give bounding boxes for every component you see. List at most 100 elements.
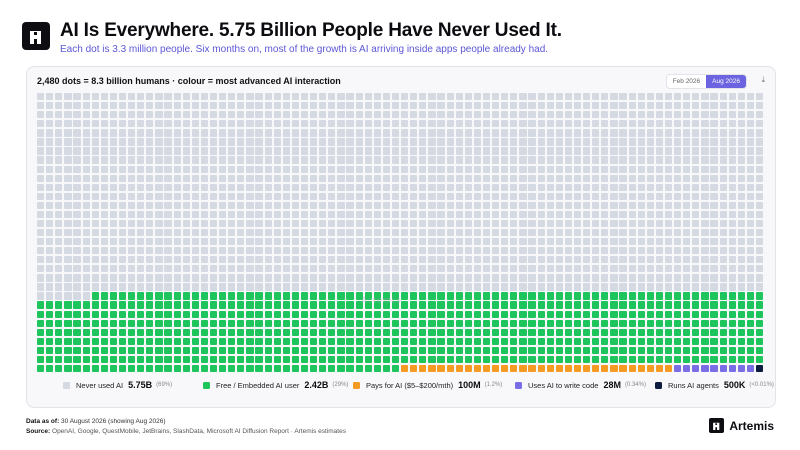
waffle-dot-free-embedded-ai-user [173,328,181,336]
waffle-dot-never-used-ai [219,201,227,210]
waffle-dot-free-embedded-ai-user [73,328,81,336]
waffle-dot-free-embedded-ai-user [319,319,327,327]
waffle-dot-never-used-ai [37,183,45,191]
waffle-dot-never-used-ai [437,201,445,210]
waffle-dot-free-embedded-ai-user [109,346,118,355]
waffle-dot-free-embedded-ai-user [583,355,591,364]
download-icon[interactable]: ⤓ [761,75,765,84]
waffle-dot-uses-ai-to-write-code [719,364,727,373]
waffle-dot-never-used-ai [428,265,436,273]
waffle-dot-free-embedded-ai-user [346,310,354,318]
waffle-dot-never-used-ai [182,219,190,228]
waffle-dot-never-used-ai [719,183,727,191]
waffle-dot-free-embedded-ai-user [73,301,81,309]
waffle-dot-free-embedded-ai-user [510,337,518,345]
waffle-dot-never-used-ai [464,201,472,210]
waffle-dot-never-used-ai [364,274,372,282]
waffle-dot-free-embedded-ai-user [246,328,254,336]
waffle-dot-free-embedded-ai-user [291,346,300,355]
legend: Never used AI 5.75B (69%) Free / Embedded A… [63,380,774,396]
waffle-dot-never-used-ai [219,192,227,200]
waffle-dot-never-used-ai [737,183,745,191]
waffle-dot-free-embedded-ai-user [91,292,99,300]
waffle-dot-never-used-ai [282,256,290,264]
waffle-dot-free-embedded-ai-user [446,292,454,300]
waffle-dot-free-embedded-ai-user [264,346,272,355]
waffle-dot-free-embedded-ai-user [737,310,745,318]
waffle-dot-free-embedded-ai-user [755,355,764,364]
waffle-dot-free-embedded-ai-user [446,301,454,309]
waffle-dot-never-used-ai [55,201,63,210]
waffle-dot-never-used-ai [191,283,199,291]
waffle-dot-free-embedded-ai-user [137,364,145,373]
legend-value: 5.75B [128,380,153,390]
waffle-dot-never-used-ai [628,265,636,273]
waffle-dot-never-used-ai [373,156,381,164]
legend-item: Free / Embedded AI user 2.42B (29%) [203,380,348,390]
waffle-dot-free-embedded-ai-user [564,328,573,336]
waffle-dot-free-embedded-ai-user [282,310,290,318]
waffle-dot-free-embedded-ai-user [619,319,627,327]
waffle-dot-never-used-ai [692,210,700,219]
waffle-dot-free-embedded-ai-user [464,355,472,364]
waffle-dot-never-used-ai [109,147,118,155]
waffle-dot-never-used-ai [710,102,718,110]
waffle-dot-never-used-ai [391,120,400,128]
waffle-dot-free-embedded-ai-user [583,328,591,336]
waffle-dot-never-used-ai [492,192,500,200]
waffle-dot-free-embedded-ai-user [219,337,227,345]
waffle-dot-free-embedded-ai-user [501,337,509,345]
waffle-dot-never-used-ai [273,192,281,200]
waffle-dot-never-used-ai [346,174,354,182]
waffle-dot-never-used-ai [592,210,600,219]
waffle-dot-free-embedded-ai-user [473,310,482,318]
waffle-dot-never-used-ai [73,165,81,173]
waffle-dot-never-used-ai [209,120,218,128]
data-as-of-value: 30 August 2026 (showing Aug 2026) [61,418,166,425]
waffle-dot-never-used-ai [100,165,108,173]
waffle-dot-never-used-ai [209,93,218,101]
waffle-dot-never-used-ai [482,111,491,119]
waffle-dot-never-used-ai [437,147,445,155]
waffle-dot-never-used-ai [137,201,145,210]
waffle-dot-free-embedded-ai-user [219,292,227,300]
waffle-dot-never-used-ai [219,147,227,155]
waffle-dot-never-used-ai [628,111,636,119]
waffle-dot-never-used-ai [300,120,309,128]
waffle-dot-never-used-ai [228,192,236,200]
waffle-dot-never-used-ai [109,247,118,255]
waffle-dot-never-used-ai [410,183,418,191]
waffle-dot-free-embedded-ai-user [82,355,90,364]
waffle-dot-never-used-ai [619,174,627,182]
waffle-dot-free-embedded-ai-user [573,328,582,336]
waffle-dot-free-embedded-ai-user [637,310,645,318]
waffle-dot-free-embedded-ai-user [464,319,472,327]
waffle-dot-never-used-ai [155,174,163,182]
waffle-dot-never-used-ai [237,93,245,101]
waffle-dot-free-embedded-ai-user [391,328,400,336]
waffle-dot-free-embedded-ai-user [428,301,436,309]
waffle-dot-free-embedded-ai-user [319,292,327,300]
waffle-dot-never-used-ai [546,283,554,291]
waffle-dot-free-embedded-ai-user [492,292,500,300]
toggle-aug-2026[interactable]: Aug 2026 [706,75,746,88]
waffle-dot-never-used-ai [37,129,45,137]
waffle-dot-never-used-ai [692,265,700,273]
waffle-dot-never-used-ai [737,283,745,291]
waffle-dot-free-embedded-ai-user [455,337,463,345]
waffle-dot-free-embedded-ai-user [528,292,536,300]
waffle-dot-never-used-ai [610,192,618,200]
waffle-dot-never-used-ai [592,165,600,173]
waffle-dot-never-used-ai [401,201,409,210]
waffle-dot-free-embedded-ai-user [146,310,154,318]
waffle-dot-never-used-ai [419,238,427,246]
waffle-dot-never-used-ai [719,219,727,228]
waffle-dot-never-used-ai [291,283,300,291]
waffle-dot-never-used-ai [128,192,136,200]
waffle-dot-never-used-ai [64,156,72,164]
date-toggle[interactable]: Feb 2026 Aug 2026 [665,74,747,89]
toggle-feb-2026[interactable]: Feb 2026 [672,78,701,85]
waffle-dot-free-embedded-ai-user [91,319,99,327]
waffle-dot-never-used-ai [428,111,436,119]
waffle-dot-never-used-ai [300,283,309,291]
